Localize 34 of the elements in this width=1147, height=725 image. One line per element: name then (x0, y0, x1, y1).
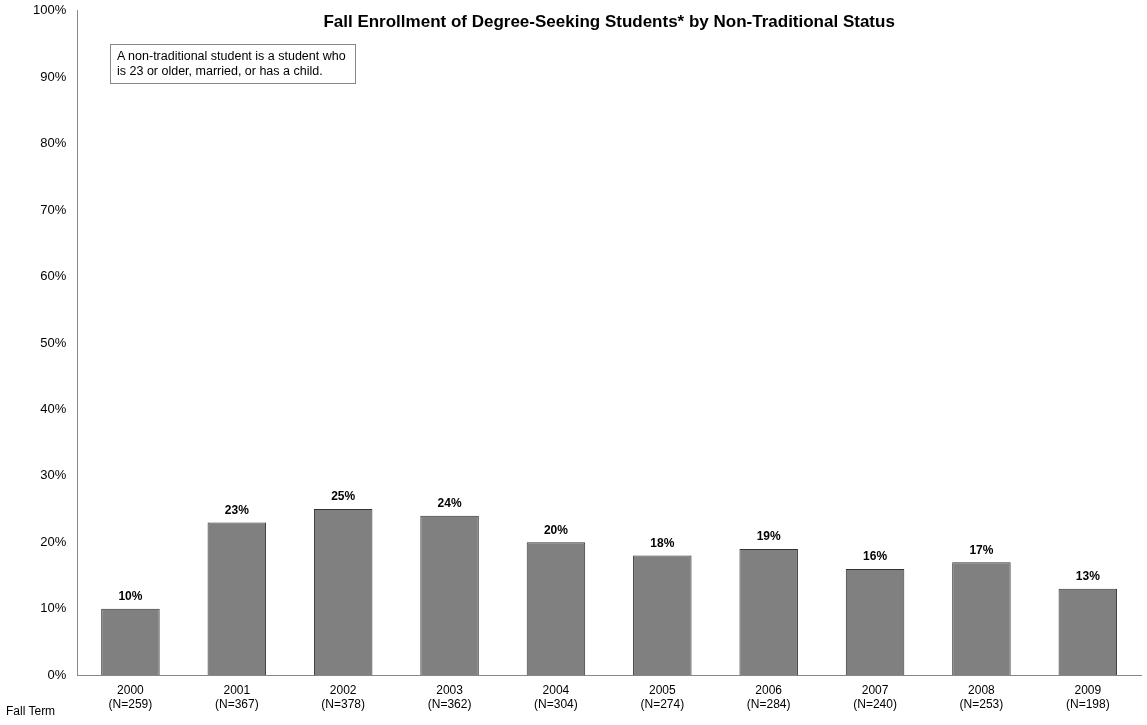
data-label: 10% (118, 589, 143, 604)
x-axis-title: Fall Term (6, 703, 56, 718)
y-tick-label: 10% (40, 600, 67, 616)
y-tick-label: 40% (40, 401, 67, 417)
data-label: 23% (224, 502, 250, 517)
chart-title: Fall Enrollment of Degree-Seeking Students* by Non-Traditional Status (323, 11, 895, 31)
x-tick-label: 2008 (N=253) (959, 682, 1004, 712)
y-tick-label: 0% (47, 666, 67, 682)
y-tick-label: 80% (40, 135, 67, 151)
data-label: 16% (863, 549, 888, 564)
data-label: 17% (969, 542, 994, 557)
x-tick-label: 2004 (N=304) (534, 682, 578, 712)
x-tick-label: 2000 (N=259) (108, 682, 153, 712)
y-tick-label: 50% (40, 334, 67, 350)
y-tick-label: 20% (40, 533, 67, 549)
y-tick-label: 60% (40, 268, 67, 284)
data-label: 24% (437, 496, 462, 511)
x-tick-label: 2009 (N=198) (1065, 682, 1110, 712)
data-label: 19% (756, 529, 782, 544)
x-tick-label: 2006 (N=284) (746, 682, 791, 712)
data-label: 25% (331, 489, 356, 504)
data-label: 13% (1075, 569, 1101, 584)
x-tick-label: 2002 (N=378) (321, 682, 366, 712)
data-label: 18% (650, 535, 675, 550)
x-tick-label: 2001 (N=367) (214, 682, 259, 712)
annotation: A non-traditional student is a student who is 23 or older, married, or has a child. (110, 44, 356, 84)
x-tick-label: 2003 (N=362) (427, 682, 472, 712)
data-label: 20% (543, 522, 569, 537)
y-tick-label: 70% (40, 201, 67, 217)
x-tick-label: 2007 (N=240) (853, 682, 897, 712)
y-tick-label: 90% (40, 68, 67, 84)
x-tick-label: 2005 (N=274) (640, 682, 685, 712)
y-tick-label: 30% (40, 467, 67, 483)
y-tick-label: 100% (33, 2, 67, 18)
